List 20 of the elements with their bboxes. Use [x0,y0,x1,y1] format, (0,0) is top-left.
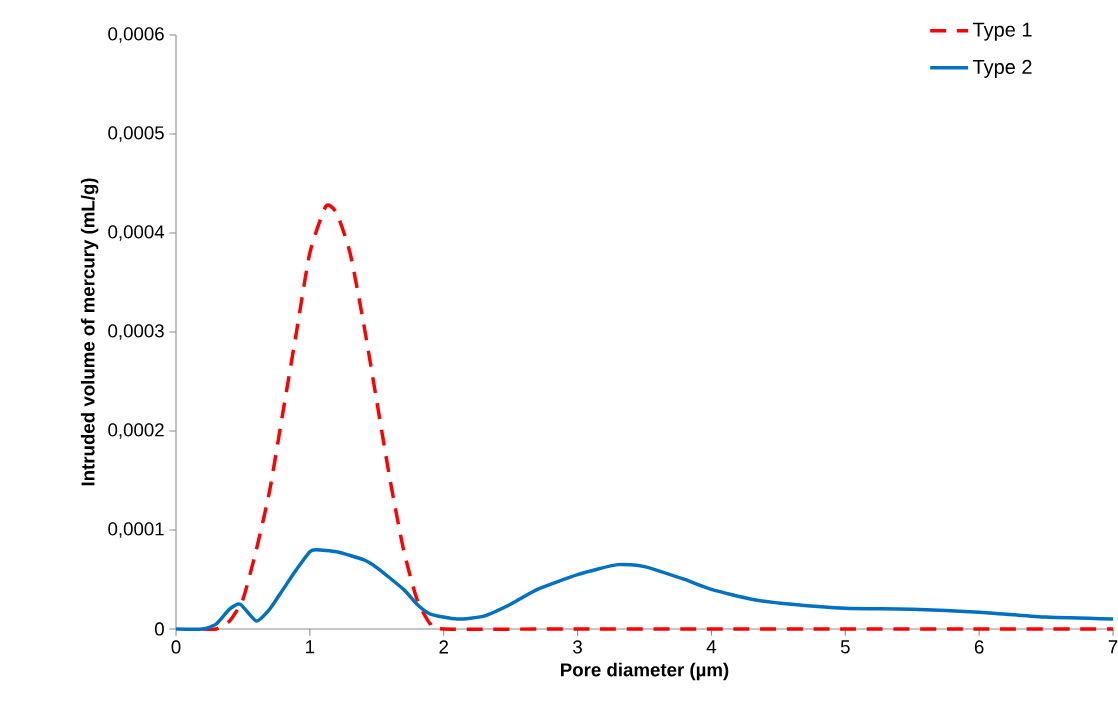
y-tick-label: 0,0002 [108,423,164,439]
line-series [201,204,1115,631]
y-tick-label: 0 [154,622,164,636]
legend-label: Type 2 [972,59,1032,78]
x-tick-label: 3 [573,640,582,654]
x-tick-label: 2 [439,640,448,654]
x-tick-label: 5 [840,640,850,654]
y-axis-title: Intruded volume of mercury (mL/g) [80,178,99,486]
x-tick-label: 6 [974,640,984,654]
x-tick-label: 7 [1108,640,1118,654]
x-tick-label: 4 [706,640,717,654]
x-tick-label: 0 [171,640,181,654]
legend-label: Type 1 [972,22,1032,41]
y-tick-label: 0,0001 [108,522,164,538]
y-tick-label: 0,0003 [108,324,164,340]
y-tick-label: 0,0006 [108,27,164,43]
x-tick-label: 1 [306,640,315,654]
y-tick-label: 0,0004 [108,225,165,241]
x-axis-title: Pore diameter (µm) [561,662,729,681]
y-tick-label: 0,0005 [108,126,164,142]
